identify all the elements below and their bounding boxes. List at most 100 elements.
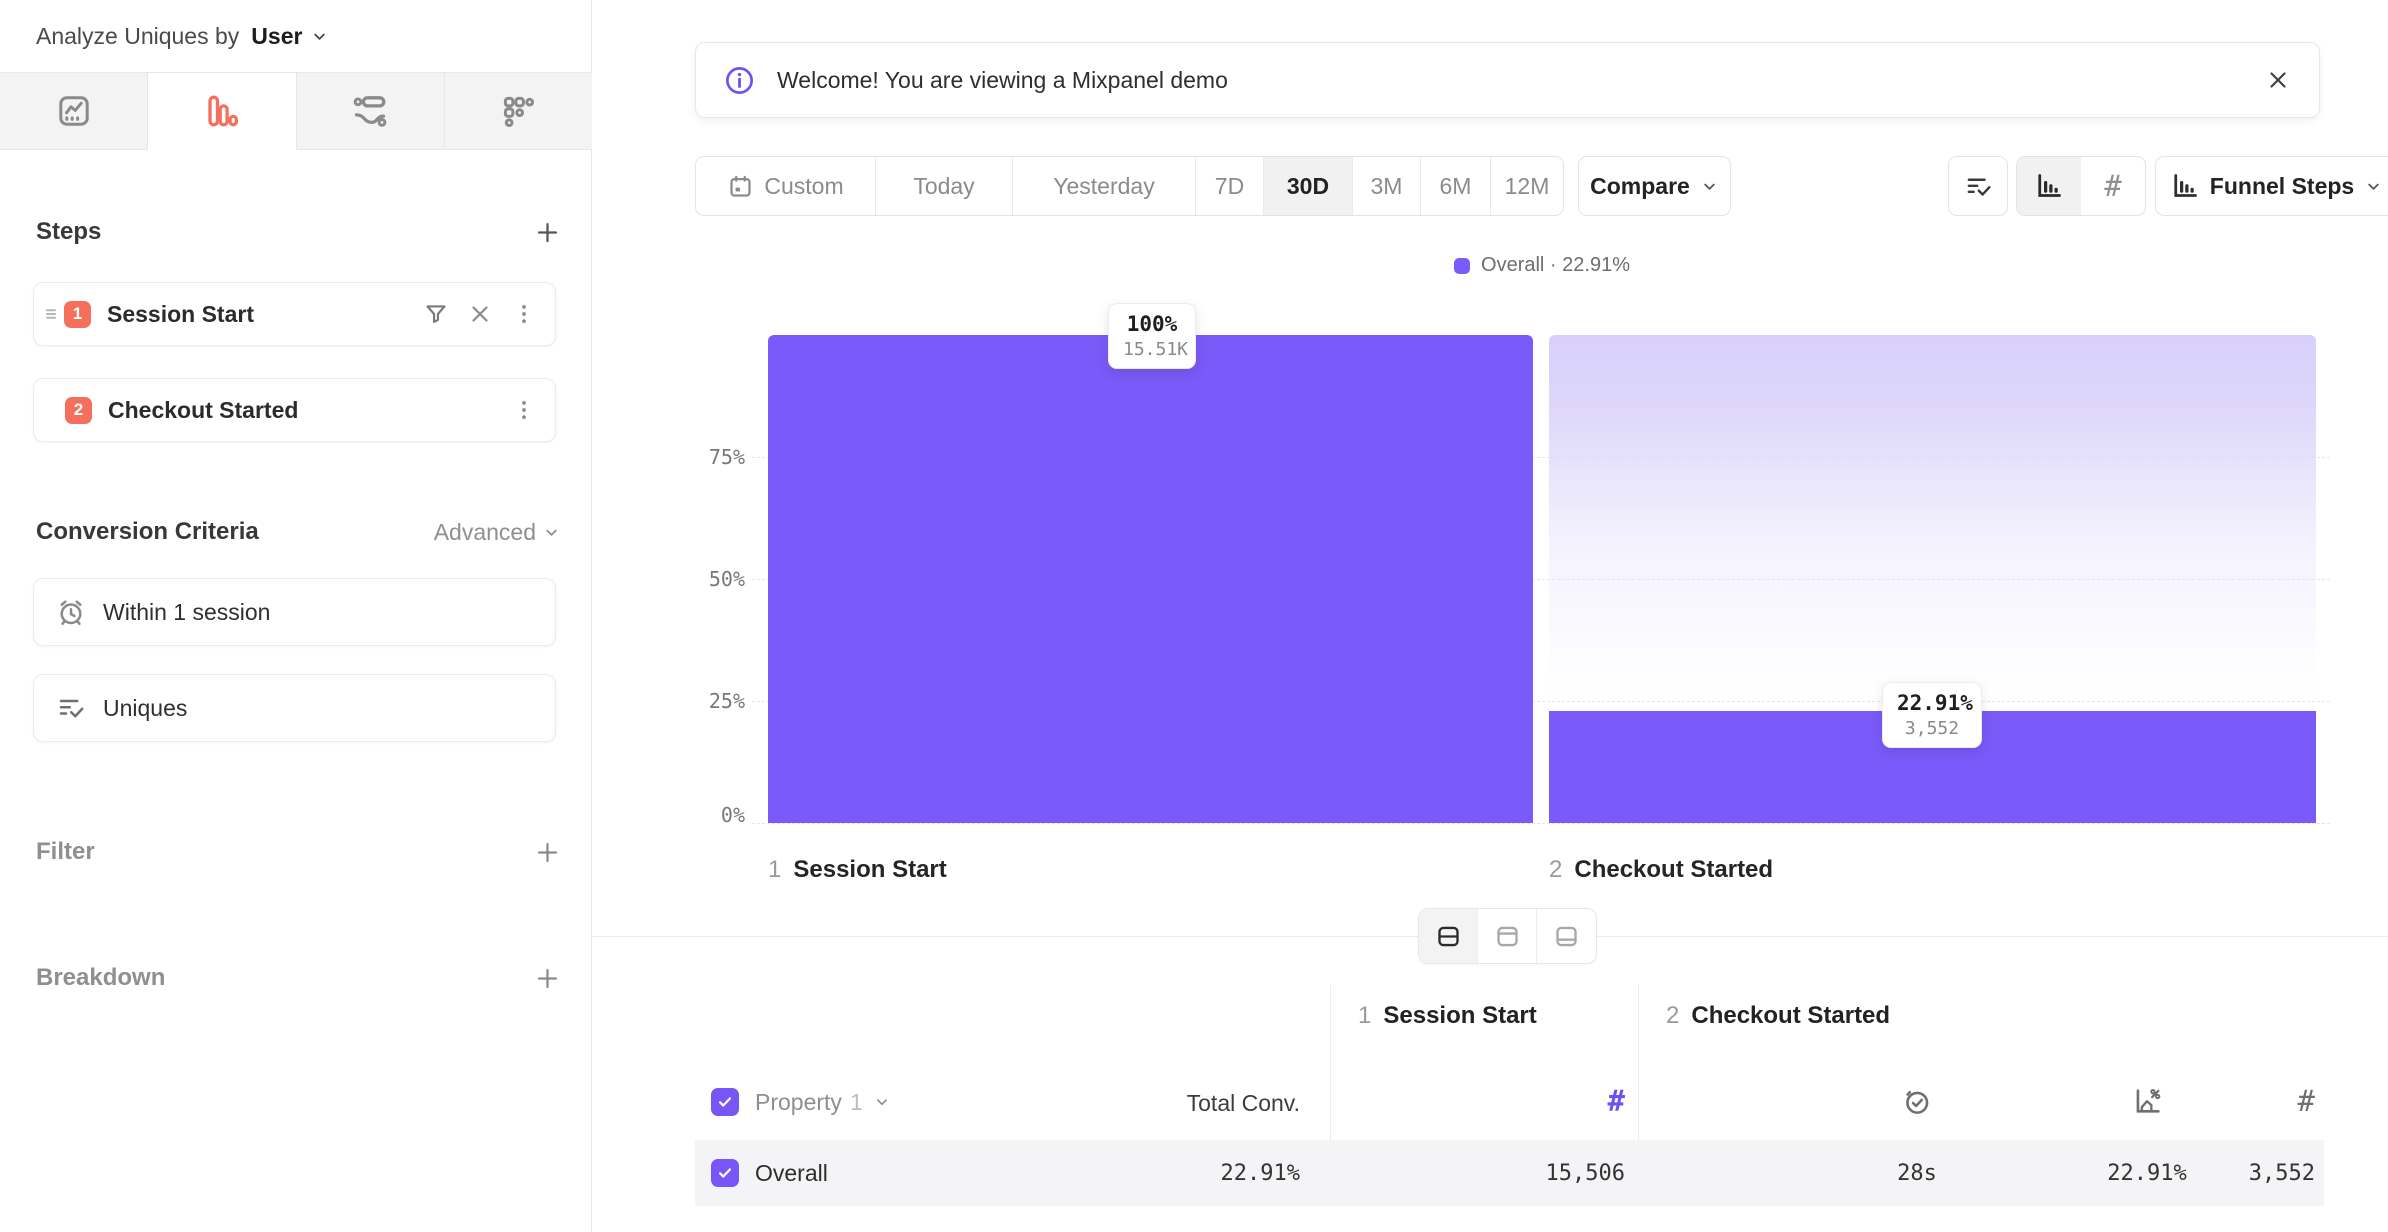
session-start-count-metric[interactable]: # (1607, 1084, 1625, 1118)
date-7d[interactable]: 7D (1196, 157, 1264, 215)
avg-time-metric[interactable] (1787, 1086, 2047, 1117)
filter-icon[interactable] (423, 301, 449, 327)
funnel-steps-dropdown[interactable]: Funnel Steps (2155, 156, 2388, 216)
number-mode-toggle[interactable]: # (2081, 157, 2145, 215)
bar-value-tooltip-1: 100% 15.51K (1108, 303, 1196, 369)
date-6m[interactable]: 6M (1421, 157, 1491, 215)
tooltip-percent: 22.91% (1897, 691, 1973, 715)
alarm-clock-icon (56, 597, 86, 627)
xaxis-label-2: 2 Checkout Started (1549, 856, 1774, 883)
analyze-label: Analyze Uniques by (36, 22, 240, 49)
report-type-tabbar (0, 72, 592, 150)
tab-flows[interactable] (296, 73, 445, 150)
counting-method-label: Uniques (103, 694, 188, 721)
advanced-label: Advanced (433, 518, 536, 545)
split-view-icon[interactable] (1419, 909, 1478, 963)
date-custom[interactable]: Custom (696, 157, 876, 215)
funnel-dropoff-checkout (1549, 335, 2316, 712)
layout-toggle (1418, 908, 1597, 964)
steps-title: Steps (36, 218, 102, 245)
value-mode-segment: # (2016, 156, 2146, 216)
compare-button[interactable]: Compare (1578, 156, 1731, 216)
tab-insights[interactable] (0, 73, 149, 150)
checkout-count-metric[interactable]: # (2297, 1084, 2315, 1118)
list-check-icon (56, 693, 86, 723)
xaxis-label-1: 1 Session Start (768, 856, 947, 883)
conversion-window-label: Within 1 session (103, 598, 271, 625)
chevron-down-icon (542, 523, 561, 542)
step-card-1[interactable]: 1 Session Start (33, 282, 556, 346)
hash-icon: # (2104, 169, 2122, 203)
tab-funnels[interactable] (148, 73, 297, 150)
date-today[interactable]: Today (876, 157, 1013, 215)
row-conv-rate: 22.91% (2107, 1160, 2187, 1186)
funnel-steps-label: Funnel Steps (2209, 172, 2355, 199)
add-step-button[interactable] (534, 219, 561, 246)
step-menu-kebab-icon[interactable] (511, 397, 537, 423)
list-check-icon (1964, 172, 1993, 201)
legend-label: Overall · 22.91% (1481, 254, 1630, 276)
ytick-75: 75% (708, 445, 745, 469)
add-filter-button[interactable] (534, 839, 561, 866)
gridline-50 (752, 579, 2330, 580)
step-label: Session Start (107, 300, 254, 327)
row-step2-count: 3,552 (2248, 1160, 2315, 1186)
tooltip-count: 3,552 (1904, 718, 1960, 739)
ytick-0: 0% (720, 803, 745, 827)
counting-method-card[interactable]: Uniques (33, 674, 556, 742)
add-breakdown-button[interactable] (534, 965, 561, 992)
table-row-overall[interactable]: Overall 22.91% 15,506 28s 22.91% 3,552 (695, 1140, 2324, 1206)
select-all-checkbox[interactable] (711, 1088, 739, 1116)
funnels-bars-icon (204, 93, 240, 129)
advanced-dropdown[interactable]: Advanced (434, 519, 561, 546)
conversion-criteria-title: Conversion Criteria (36, 518, 259, 545)
date-30d[interactable]: 30D (1264, 157, 1353, 215)
table-column-divider (1638, 985, 1639, 1205)
breakdown-section-header: Breakdown (36, 964, 561, 992)
date-range-group: Custom Today Yesterday 7D 30D 3M 6M 12M (695, 156, 1564, 216)
chart-only-view-icon[interactable] (1478, 909, 1537, 963)
conv-rate-metric[interactable] (2017, 1086, 2277, 1117)
banner-close-icon[interactable] (2265, 67, 2291, 93)
date-3m[interactable]: 3M (1353, 157, 1421, 215)
gridline-75 (752, 457, 2330, 458)
filter-title: Filter (36, 838, 95, 865)
retention-grid-icon (500, 93, 536, 129)
calendar-icon (727, 173, 754, 200)
remove-step-icon[interactable] (467, 301, 493, 327)
date-yesterday[interactable]: Yesterday (1013, 157, 1196, 215)
filter-section-header: Filter (36, 838, 561, 866)
conversion-window-card[interactable]: Within 1 session (33, 578, 556, 646)
date-custom-label: Custom (764, 172, 844, 199)
bar-value-tooltip-2: 22.91% 3,552 (1882, 682, 1982, 748)
bar-chart-mode-icon[interactable] (2017, 157, 2081, 215)
drag-handle-icon[interactable] (40, 302, 64, 326)
tab-retention[interactable] (444, 73, 592, 150)
row-step1-count: 15,506 (1545, 1160, 1625, 1186)
table-group-checkout-started: 2 Checkout Started (1666, 1002, 1891, 1029)
date-12m[interactable]: 12M (1504, 172, 1550, 199)
analyze-by-value: User (251, 22, 303, 49)
table-header-row: Property 1 Total Conv. # # (695, 1076, 2320, 1128)
step-menu-kebab-icon[interactable] (511, 301, 537, 327)
row-total-conv: 22.91% (1220, 1160, 1300, 1186)
gridline-25 (752, 701, 2330, 702)
breakdown-title: Breakdown (36, 964, 166, 991)
counting-options-button[interactable] (1948, 156, 2008, 216)
chevron-down-icon[interactable] (873, 1093, 891, 1111)
row-label: Overall (755, 1159, 828, 1186)
step-label: Checkout Started (108, 396, 299, 423)
total-conv-header[interactable]: Total Conv. (1186, 1090, 1300, 1116)
row-avg-time: 28s (1897, 1160, 1937, 1186)
step-number-badge: 1 (64, 300, 91, 328)
chart-legend[interactable]: Overall · 22.91% (768, 254, 2316, 277)
funnel-bar-session-start[interactable] (768, 335, 1533, 823)
step-card-2[interactable]: 2 Checkout Started (33, 378, 556, 442)
info-icon (724, 65, 755, 96)
banner-text: Welcome! You are viewing a Mixpanel demo (777, 66, 1228, 93)
table-only-view-icon[interactable] (1537, 909, 1596, 963)
tooltip-count: 15.51K (1123, 339, 1189, 360)
analyze-by-select[interactable]: User (251, 23, 329, 50)
row-checkbox[interactable] (711, 1159, 739, 1187)
